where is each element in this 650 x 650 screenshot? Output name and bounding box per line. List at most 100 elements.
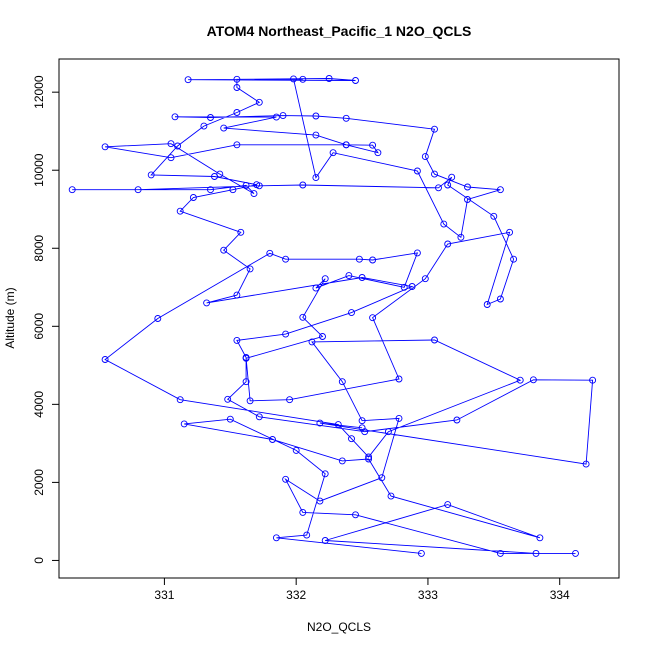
data-point [176,396,184,404]
y-axis-label: Altitude (m) [3,287,17,348]
data-point [365,453,373,461]
data-point [529,376,537,384]
data-point [211,173,218,180]
data-point [572,549,579,557]
data-point [279,112,287,120]
data-point [203,299,211,307]
data-point [184,76,192,84]
data-point [321,537,329,544]
data-point [440,220,448,228]
data-point [220,124,228,132]
series-line [72,78,594,554]
data-point [286,396,294,404]
data-point [358,274,366,281]
data-point [444,181,452,189]
data-point [229,186,237,194]
y-tick-label: 6000 [32,313,46,340]
data-point [250,190,258,198]
data-point [253,181,261,189]
data-point [266,249,274,257]
data-point [316,419,324,427]
data-point [321,275,329,283]
data-point [308,338,316,346]
data-point [355,255,363,263]
data-point [464,183,471,191]
data-point [352,77,359,84]
data-point [395,375,403,383]
data-point [200,122,208,130]
y-tick-label: 12000 [32,75,46,109]
data-point [312,112,320,120]
data-point [358,417,366,425]
data-point [242,181,250,189]
data-point [316,497,324,505]
data-point [369,141,377,149]
data-point [417,549,425,557]
data-point [147,171,155,179]
data-point [207,186,214,194]
y-axis: 0 2000 4000 6000 8000 10000 12000 [32,75,60,564]
data-point [448,173,456,181]
data-point [431,170,438,178]
y-tick-label: 0 [32,557,46,564]
data-point [246,397,254,405]
data-point [387,492,395,500]
data-point [431,125,438,133]
data-point [506,228,514,236]
x-tick-label: 332 [286,588,306,602]
data-point [453,416,461,424]
data-point [171,113,179,121]
x-tick-label: 334 [550,588,570,602]
data-point [378,474,386,482]
data-point [516,376,524,384]
data-point [431,336,438,344]
data-point [348,435,355,443]
data-point [303,531,311,539]
data-point [154,315,162,322]
data-point [167,154,175,162]
chart-title: ATOM4 Northeast_Pacific_1 N2O_QCLS [207,23,472,39]
data-point [290,75,297,83]
data-point [189,194,197,201]
data-point [233,291,241,299]
data-point [233,75,241,83]
data-point [483,301,491,308]
x-tick-label: 331 [154,588,174,602]
data-point [233,84,241,91]
data-point [167,140,175,148]
data-point [329,149,337,157]
data-point [345,272,353,280]
data-point [369,256,377,264]
data-point [255,98,263,106]
data-point [101,356,109,363]
data-point [299,313,307,321]
data-point [413,167,421,175]
data-point [435,184,442,192]
data-point [272,534,280,542]
data-point [352,511,359,519]
data-point [334,421,342,429]
data-point [242,354,250,361]
data-point [180,420,188,428]
data-point [365,455,373,463]
data-point [134,186,142,194]
data-point [207,114,214,121]
data-point [312,131,320,139]
data-point [282,475,290,483]
data-point [496,295,504,303]
data-point [358,424,366,432]
data-point [101,143,109,151]
data-point [233,336,241,344]
data-point [338,378,346,386]
data-point [319,333,326,340]
data-point [457,233,465,241]
data-point [242,378,250,386]
data-point [233,141,241,149]
data-point [282,330,290,338]
plot-area [68,75,597,557]
data-point [532,549,540,557]
data-point [246,265,254,273]
data-point [408,283,416,290]
data-point [255,413,263,421]
